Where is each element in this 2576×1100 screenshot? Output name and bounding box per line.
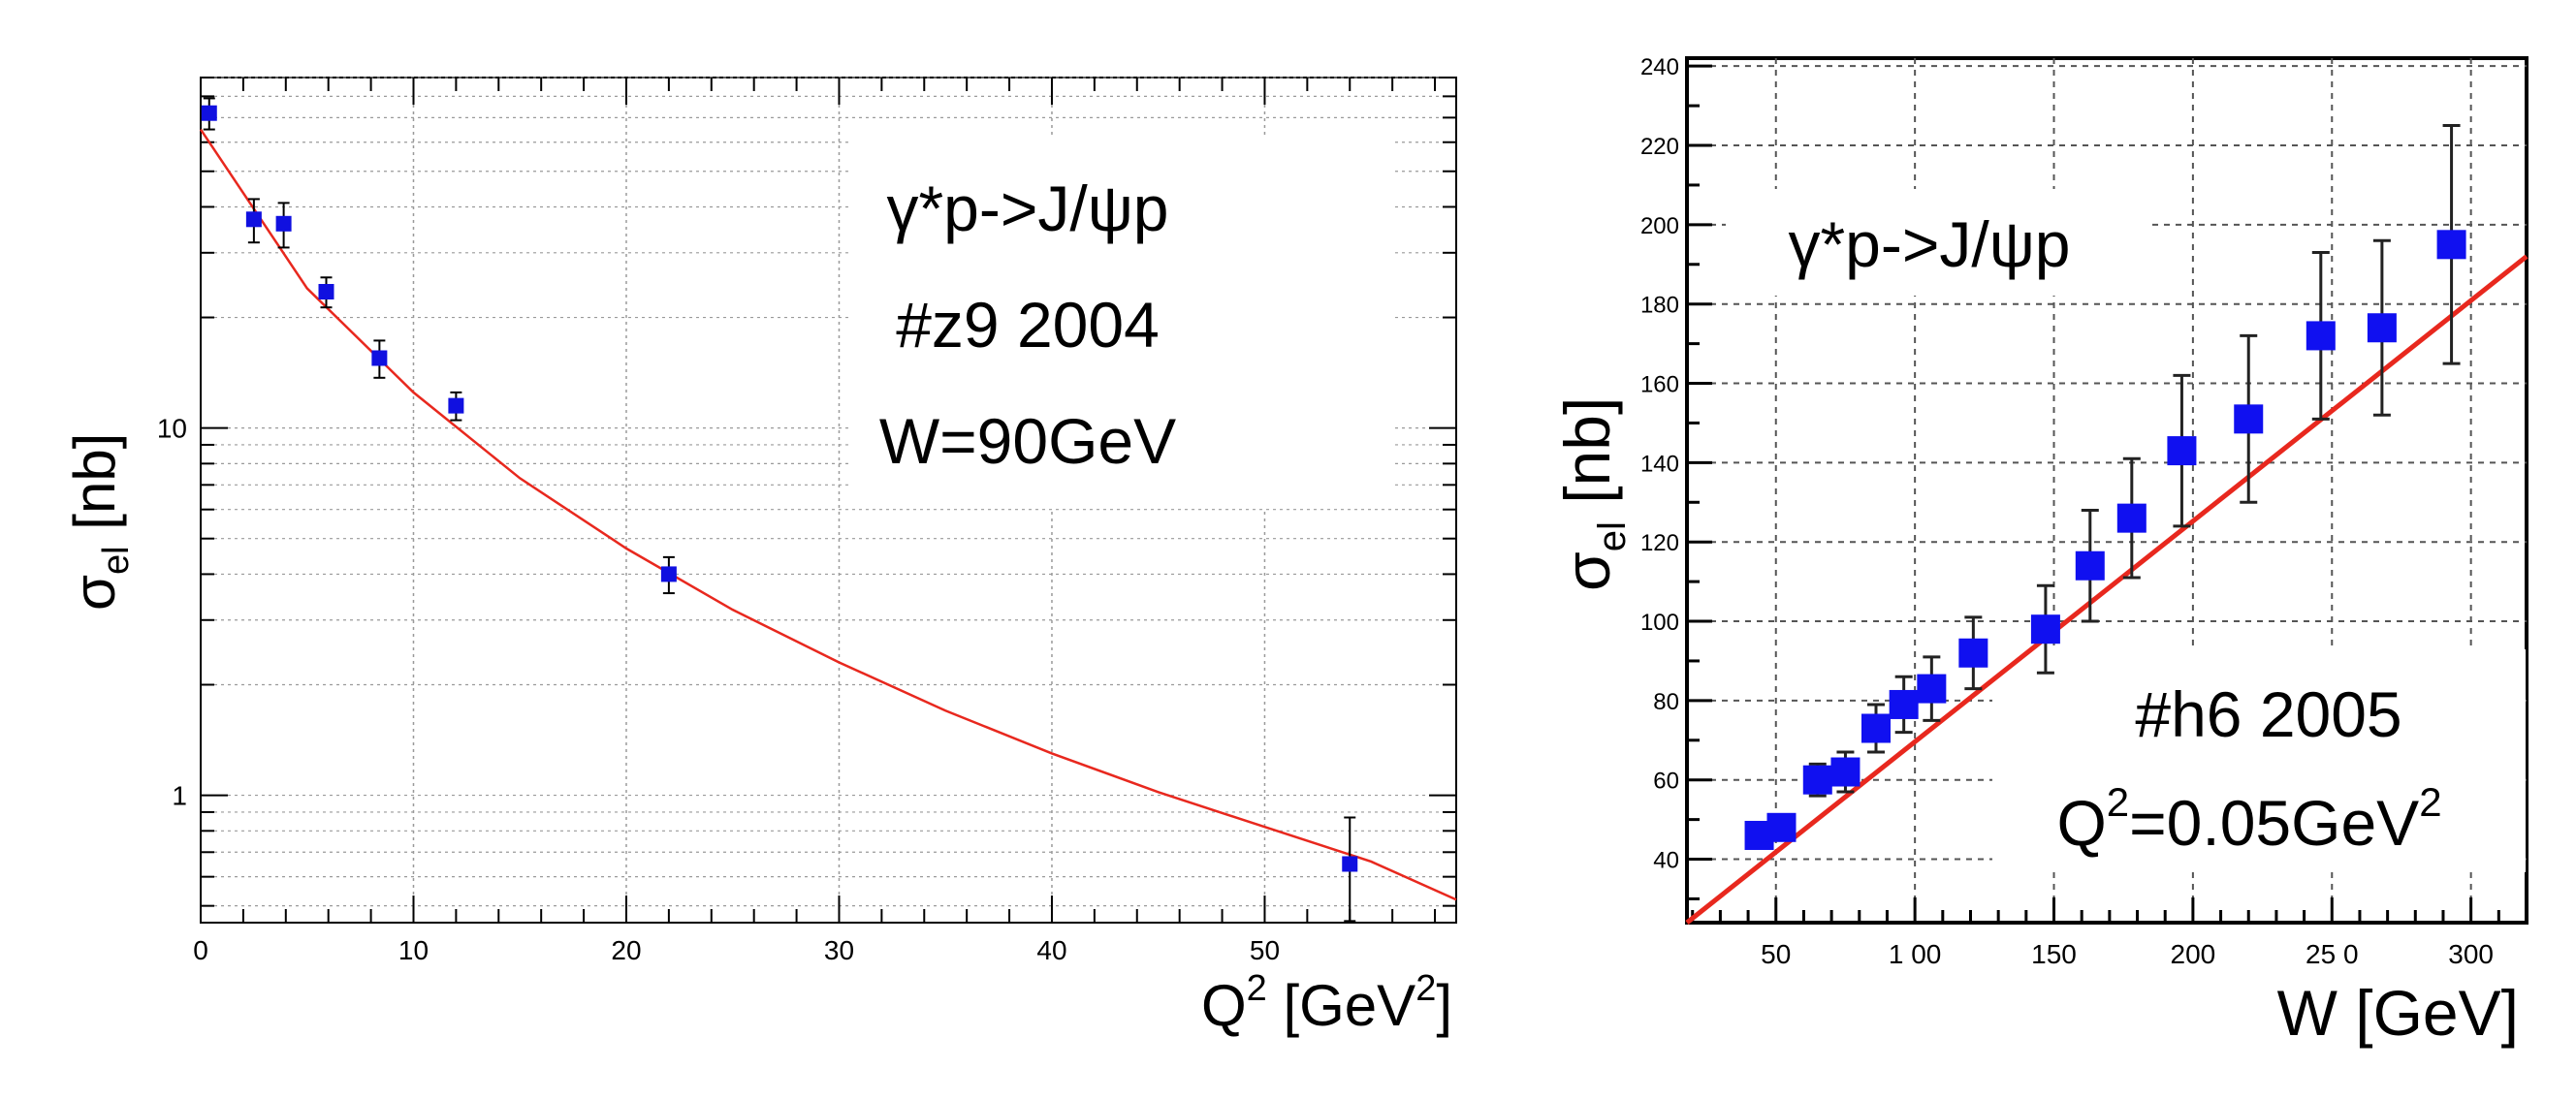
left-x-tick-label: 20 xyxy=(611,935,641,965)
right-chart: 50 1 00 150 200 25 0 300406080100120140160180… xyxy=(1551,54,2527,1049)
right-data-point xyxy=(1861,714,1891,743)
left-data-point xyxy=(448,398,463,414)
right-data-point xyxy=(2076,551,2105,581)
left-x-tick-label: 50 xyxy=(1250,935,1280,965)
right-data-point xyxy=(2167,436,2196,465)
left-x-tick-label: 0 xyxy=(193,935,208,965)
left-annotation-run: #z9 2004 xyxy=(896,289,1160,361)
left-data-point xyxy=(319,284,334,299)
left-data-point xyxy=(246,211,262,227)
right-y-tick-label: 240 xyxy=(1640,54,1679,80)
right-data-point xyxy=(2306,321,2336,350)
figure: 0 10 20 30 40 50 1 10 γ*p->J/ψp #z9 2004 W=90Ge… xyxy=(0,0,2576,1100)
left-data-point xyxy=(202,106,217,121)
left-y-tick-label: 1 xyxy=(172,781,187,811)
left-x-axis-label: Q2 [GeV2] xyxy=(1201,968,1452,1038)
right-y-axis-label: σel [nb] xyxy=(1551,397,1634,591)
left-data-point xyxy=(1342,856,1357,871)
right-x-tick-label: 50 xyxy=(1761,939,1791,969)
right-y-tick-label: 140 xyxy=(1640,451,1679,477)
right-x-tick-label: 200 xyxy=(2171,939,2216,969)
right-y-tick-label: 120 xyxy=(1640,530,1679,556)
right-annotation-run: #h6 2005 xyxy=(2135,678,2401,750)
left-x-tick-label: 30 xyxy=(824,935,854,965)
right-y-tick-label: 160 xyxy=(1640,372,1679,398)
left-annotation-box: γ*p->J/ψp #z9 2004 W=90GeV xyxy=(851,136,1394,509)
left-data-point xyxy=(276,216,292,232)
right-x-tick-label: 1 00 xyxy=(1889,939,1942,969)
left-data-point xyxy=(371,350,387,365)
right-annotation-reaction: γ*p->J/ψp xyxy=(1788,208,2070,280)
right-data-point xyxy=(1803,766,1832,795)
right-data-point xyxy=(2437,230,2466,259)
right-y-tick-label: 60 xyxy=(1653,769,1679,795)
right-x-tick-label: 300 xyxy=(2448,939,2494,969)
right-data-point xyxy=(1830,758,1860,787)
right-y-tick-label: 180 xyxy=(1640,293,1679,319)
right-x-axis-label: W [GeV] xyxy=(2277,977,2519,1049)
right-y-tick-label: 220 xyxy=(1640,134,1679,160)
right-data-point xyxy=(2368,313,2397,342)
right-x-tick-label: 25 0 xyxy=(2306,939,2359,969)
right-data-point xyxy=(2117,504,2147,533)
left-annotation-energy: W=90GeV xyxy=(879,405,1176,477)
right-data-point xyxy=(2031,614,2060,644)
right-y-tick-label: 80 xyxy=(1653,689,1679,715)
left-annotation-reaction: γ*p->J/ψp xyxy=(886,173,1168,244)
right-y-tick-label: 40 xyxy=(1653,848,1679,874)
left-y-tick-label: 10 xyxy=(157,414,187,444)
right-y-tick-label: 200 xyxy=(1640,213,1679,239)
right-data-point xyxy=(2234,404,2263,433)
left-x-tick-label: 40 xyxy=(1036,935,1066,965)
left-data-point xyxy=(661,566,677,581)
left-chart: 0 10 20 30 40 50 1 10 γ*p->J/ψp #z9 2004 W=90Ge… xyxy=(62,78,1456,1038)
right-x-tick-label: 150 xyxy=(2031,939,2077,969)
right-data-point xyxy=(1766,813,1796,842)
right-data-point xyxy=(1917,675,1946,704)
right-data-point xyxy=(1958,639,1988,668)
right-y-tick-label: 100 xyxy=(1640,610,1679,636)
left-y-axis-label: σel [nb] xyxy=(62,433,137,611)
left-x-tick-label: 10 xyxy=(398,935,429,965)
right-data-point xyxy=(1890,690,1919,719)
